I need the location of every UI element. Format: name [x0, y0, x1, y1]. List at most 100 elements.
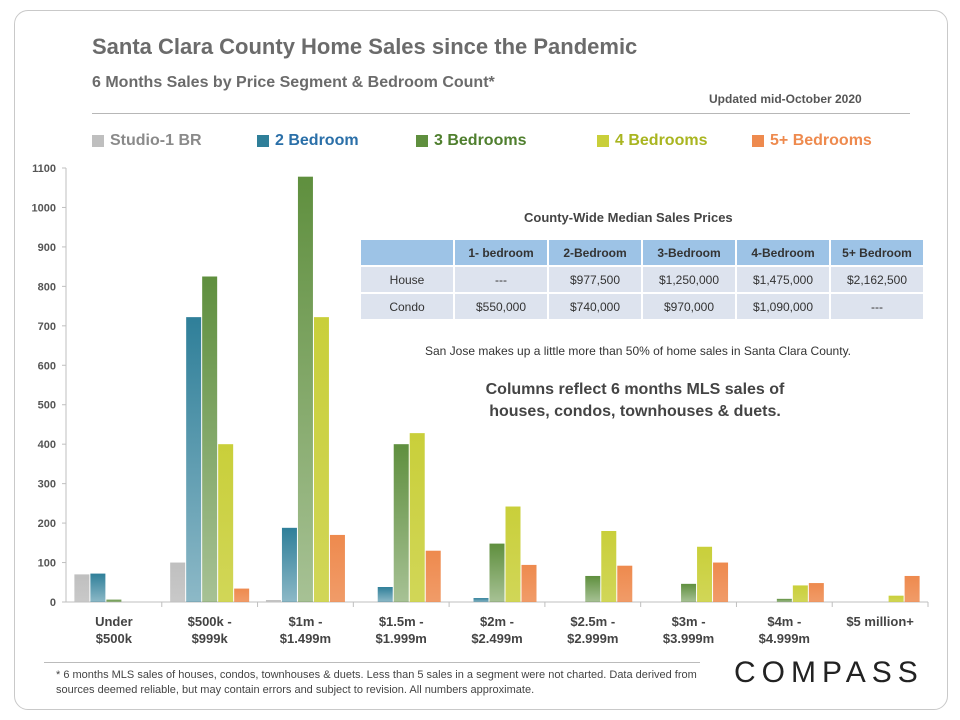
legend-label: 4 Bedrooms: [615, 132, 708, 149]
legend-swatch: [257, 135, 269, 147]
table-cell: $550,000: [455, 294, 547, 319]
y-tick-label: 900: [38, 242, 56, 254]
x-tick-label: $3m -: [672, 614, 706, 629]
table-cell: $740,000: [549, 294, 641, 319]
table-header-row: 1- bedroom 2-Bedroom 3-Bedroom 4-Bedroom…: [361, 240, 923, 265]
bar: [170, 562, 186, 602]
x-tick-label: $2m -: [480, 614, 514, 629]
y-tick-label: 700: [38, 321, 56, 333]
legend-item-2br: 2 Bedroom: [257, 132, 359, 150]
table-cell: $1,250,000: [643, 267, 735, 292]
table-row: Condo $550,000 $740,000 $970,000 $1,090,…: [361, 294, 923, 319]
table-cell: $977,500: [549, 267, 641, 292]
bar: [489, 543, 505, 602]
bar: [377, 587, 393, 602]
legend-item-3br: 3 Bedrooms: [416, 132, 526, 150]
columns-note: Columns reflect 6 months MLS sales of ho…: [466, 377, 804, 425]
x-tick-label: $4.999m: [759, 631, 810, 646]
bar: [90, 573, 106, 602]
x-tick-label: $1m -: [288, 614, 322, 629]
bar: [393, 444, 409, 602]
updated-date: Updated mid-October 2020: [709, 92, 862, 106]
table-cell: Condo: [361, 294, 453, 319]
chart-title: Santa Clara County Home Sales since the …: [92, 34, 638, 59]
table-cell: House: [361, 267, 453, 292]
legend-label: 3 Bedrooms: [434, 132, 527, 149]
bar: [585, 575, 601, 602]
bar: [218, 444, 234, 602]
table-header-cell: 1- bedroom: [455, 240, 547, 265]
x-tick-label: $1.5m -: [379, 614, 424, 629]
y-tick-label: 1100: [32, 163, 56, 175]
bar: [888, 595, 904, 602]
legend-label: 5+ Bedrooms: [770, 132, 872, 149]
x-tick-label: $500k: [96, 631, 133, 646]
bar: [792, 585, 808, 602]
y-tick-label: 400: [38, 439, 56, 451]
bar: [521, 564, 537, 602]
y-tick-label: 1000: [32, 202, 56, 214]
chart-subtitle: 6 Months Sales by Price Segment & Bedroo…: [92, 74, 495, 91]
legend-item-studio: Studio-1 BR: [92, 132, 202, 150]
legend-swatch: [597, 135, 609, 147]
table-row: House --- $977,500 $1,250,000 $1,475,000…: [361, 267, 923, 292]
compass-logo: COMPASS: [734, 656, 924, 689]
san-jose-note: San Jose makes up a little more than 50%…: [425, 344, 852, 358]
bar: [409, 433, 425, 602]
bar: [329, 534, 345, 602]
table-header-cell: 5+ Bedroom: [831, 240, 923, 265]
bar: [265, 600, 281, 602]
x-tick-label: $3.999m: [663, 631, 714, 646]
table-header-cell: [361, 240, 453, 265]
bar: [505, 506, 521, 602]
table-header-cell: 3-Bedroom: [643, 240, 735, 265]
bar: [617, 565, 633, 602]
footnote-divider: [44, 662, 700, 663]
bar: [313, 317, 329, 602]
y-tick-label: 0: [50, 597, 56, 609]
legend-item-4br: 4 Bedrooms: [597, 132, 707, 150]
bar: [297, 176, 313, 602]
table-cell: ---: [831, 294, 923, 319]
bar: [808, 583, 824, 602]
y-tick-label: 600: [38, 360, 56, 372]
y-tick-label: 500: [38, 400, 56, 412]
x-tick-label: $999k: [192, 631, 229, 646]
y-tick-label: 300: [38, 479, 56, 491]
y-tick-label: 200: [38, 518, 56, 530]
legend-swatch: [752, 135, 764, 147]
title-divider: [92, 113, 910, 114]
bar: [697, 546, 713, 602]
x-tick-label: $1.499m: [280, 631, 331, 646]
table-cell: $1,090,000: [737, 294, 829, 319]
legend-label: Studio-1 BR: [110, 132, 202, 149]
table-header-cell: 4-Bedroom: [737, 240, 829, 265]
legend-label: 2 Bedroom: [275, 132, 359, 149]
columns-note-line: houses, condos, townhouses & duets.: [489, 403, 781, 420]
table-cell: ---: [455, 267, 547, 292]
bar: [601, 530, 617, 602]
bar: [473, 598, 489, 602]
x-tick-label: Under: [95, 614, 133, 629]
legend-swatch: [416, 135, 428, 147]
median-price-table: 1- bedroom 2-Bedroom 3-Bedroom 4-Bedroom…: [359, 238, 925, 321]
legend-item-5br: 5+ Bedrooms: [752, 132, 872, 150]
y-tick-label: 800: [38, 281, 56, 293]
x-tick-label: $500k -: [188, 614, 232, 629]
bar: [74, 574, 90, 602]
table-cell: $2,162,500: [831, 267, 923, 292]
slide-frame: [14, 10, 948, 710]
bar: [106, 599, 122, 602]
table-cell: $970,000: [643, 294, 735, 319]
x-tick-label: $2.499m: [471, 631, 522, 646]
x-tick-label: $5 million+: [846, 614, 914, 629]
bar: [776, 598, 792, 602]
table-header-cell: 2-Bedroom: [549, 240, 641, 265]
table-cell: $1,475,000: [737, 267, 829, 292]
y-tick-label: 100: [38, 558, 56, 570]
columns-note-line: Columns reflect 6 months MLS sales of: [485, 381, 785, 398]
x-tick-label: $1.999m: [376, 631, 427, 646]
bar: [202, 276, 218, 602]
bar: [234, 588, 250, 602]
